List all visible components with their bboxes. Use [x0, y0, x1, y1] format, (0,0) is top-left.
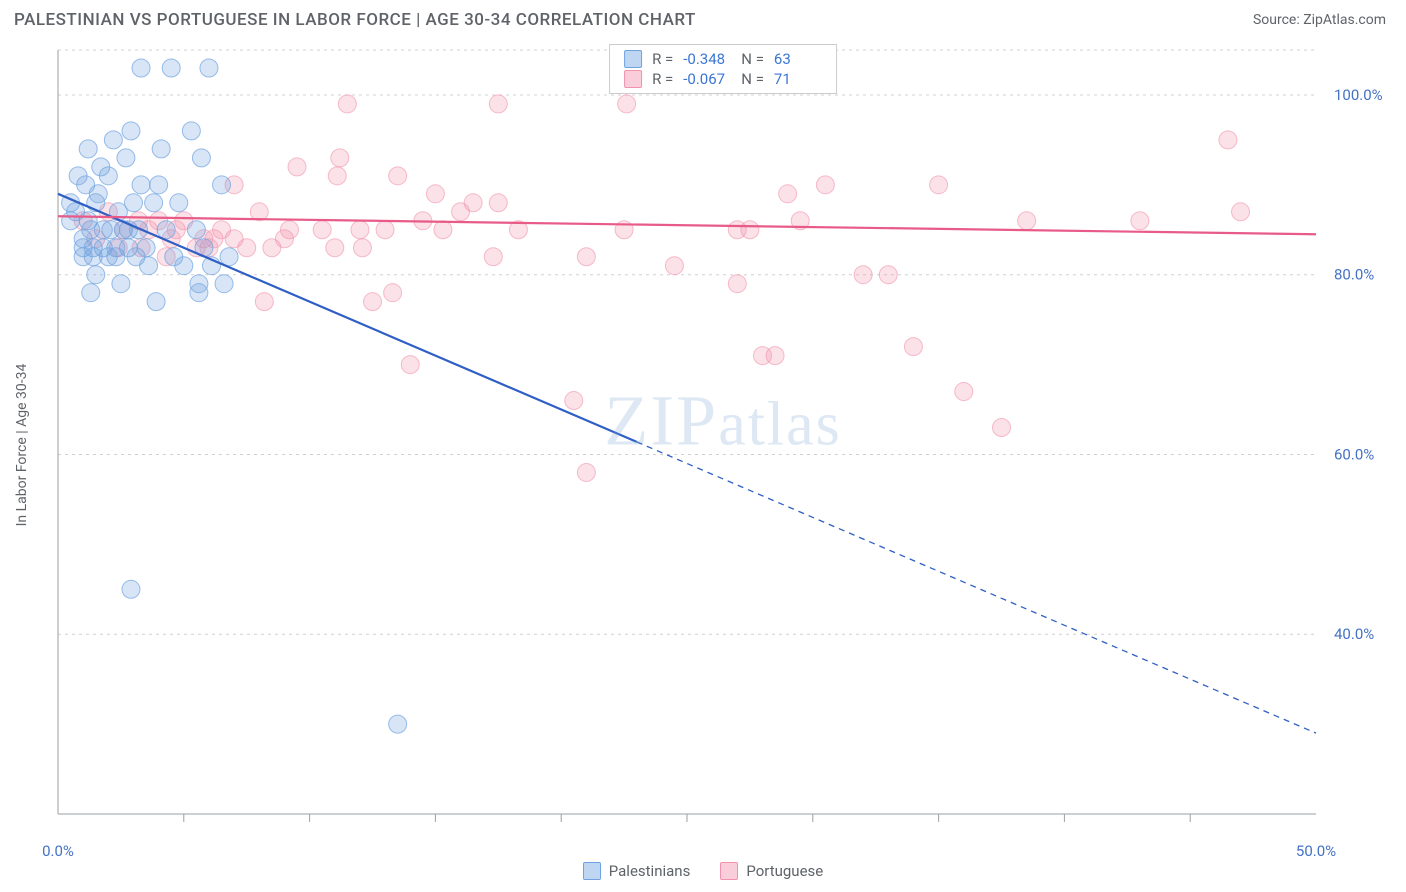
svg-text:40.0%: 40.0%: [1334, 625, 1374, 643]
source-prefix: Source:: [1253, 12, 1303, 28]
x-tick-label: 50.0%: [1296, 842, 1336, 860]
swatch-palestinians: [583, 862, 601, 880]
correlation-legend: R = -0.348 N = 63 R = -0.067 N = 71: [609, 44, 837, 94]
r-label: R =: [652, 70, 673, 88]
r-value-portuguese: -0.067: [683, 70, 731, 88]
legend-label-portuguese: Portuguese: [746, 862, 823, 880]
legend-row-palestinians: R = -0.348 N = 63: [624, 49, 822, 69]
legend-item-palestinians: Palestinians: [583, 862, 691, 880]
chart-title: PALESTINIAN VS PORTUGUESE IN LABOR FORCE…: [14, 10, 696, 30]
r-value-palestinians: -0.348: [683, 50, 731, 68]
n-value-portuguese: 71: [774, 70, 822, 88]
svg-text:80.0%: 80.0%: [1334, 266, 1374, 284]
n-label: N =: [741, 50, 764, 68]
scatter-chart: 40.0% 60.0% 80.0% 100.0%: [50, 42, 1396, 832]
n-value-palestinians: 63: [774, 50, 822, 68]
r-label: R =: [652, 50, 673, 68]
x-tick-label: 0.0%: [42, 842, 74, 860]
chart-area: In Labor Force | Age 30-34 40.0%60.0%80.…: [50, 42, 1396, 832]
legend-row-portuguese: R = -0.067 N = 71: [624, 69, 822, 89]
y-axis-label: In Labor Force | Age 30-34: [14, 364, 30, 527]
svg-text:100.0%: 100.0%: [1334, 86, 1383, 104]
legend-label-palestinians: Palestinians: [609, 862, 691, 880]
svg-text:60.0%: 60.0%: [1334, 445, 1374, 463]
swatch-portuguese: [720, 862, 738, 880]
source-label: Source: ZipAtlas.com: [1253, 12, 1386, 28]
n-label: N =: [741, 70, 764, 88]
bottom-legend: Palestinians Portuguese: [0, 862, 1406, 880]
swatch-portuguese: [624, 70, 642, 88]
source-link[interactable]: ZipAtlas.com: [1303, 12, 1386, 28]
swatch-palestinians: [624, 50, 642, 68]
legend-item-portuguese: Portuguese: [720, 862, 823, 880]
